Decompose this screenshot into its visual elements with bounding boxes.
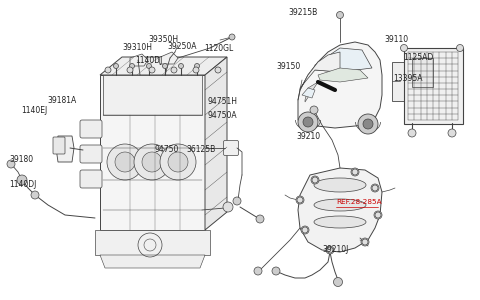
Circle shape [310, 106, 318, 114]
Circle shape [223, 202, 233, 212]
FancyBboxPatch shape [224, 140, 239, 155]
Circle shape [17, 175, 27, 185]
Text: 1125AD: 1125AD [403, 53, 433, 62]
Circle shape [7, 160, 15, 168]
Circle shape [303, 117, 313, 127]
FancyBboxPatch shape [411, 58, 432, 86]
FancyBboxPatch shape [80, 120, 102, 138]
Circle shape [456, 44, 464, 52]
Polygon shape [103, 75, 202, 115]
Circle shape [233, 197, 241, 205]
Circle shape [272, 267, 280, 275]
Circle shape [107, 144, 143, 180]
Circle shape [371, 184, 379, 192]
Polygon shape [56, 136, 74, 162]
Circle shape [142, 152, 162, 172]
Circle shape [298, 112, 318, 132]
Text: 94751H: 94751H [207, 98, 237, 106]
FancyBboxPatch shape [80, 145, 102, 163]
FancyBboxPatch shape [53, 137, 65, 154]
Circle shape [105, 67, 111, 73]
Polygon shape [100, 57, 227, 75]
Circle shape [374, 211, 382, 219]
Polygon shape [298, 42, 382, 128]
Text: 1140DJ: 1140DJ [135, 56, 163, 65]
Circle shape [408, 129, 416, 137]
Circle shape [130, 64, 134, 68]
Polygon shape [100, 255, 205, 268]
Polygon shape [300, 52, 340, 90]
Text: 39215B: 39215B [288, 8, 317, 17]
Polygon shape [95, 230, 210, 255]
Polygon shape [298, 168, 382, 252]
Circle shape [171, 67, 177, 73]
Text: 39180: 39180 [10, 154, 34, 164]
Circle shape [146, 64, 152, 68]
Circle shape [113, 64, 119, 68]
Circle shape [296, 196, 304, 204]
Polygon shape [302, 88, 315, 98]
Text: 39210J: 39210J [323, 245, 349, 254]
Circle shape [193, 67, 199, 73]
FancyBboxPatch shape [80, 170, 102, 188]
Text: 94750: 94750 [155, 146, 179, 154]
Circle shape [326, 246, 334, 254]
Ellipse shape [314, 216, 366, 228]
Text: 94750A: 94750A [207, 111, 237, 120]
Circle shape [179, 64, 183, 68]
Text: 39181A: 39181A [47, 96, 76, 105]
Text: 1140DJ: 1140DJ [10, 180, 37, 189]
Polygon shape [305, 82, 318, 102]
FancyBboxPatch shape [404, 47, 463, 124]
Text: 39210: 39210 [297, 132, 321, 141]
Circle shape [311, 176, 319, 184]
Circle shape [363, 119, 373, 129]
Polygon shape [318, 68, 368, 82]
Ellipse shape [314, 199, 366, 211]
Circle shape [351, 168, 359, 176]
Circle shape [31, 191, 39, 199]
Circle shape [127, 67, 133, 73]
Circle shape [115, 152, 135, 172]
Polygon shape [100, 75, 205, 230]
Text: 1140EJ: 1140EJ [22, 106, 48, 115]
Text: 39310H: 39310H [122, 44, 153, 52]
Circle shape [215, 67, 221, 73]
Polygon shape [205, 57, 227, 230]
Circle shape [194, 64, 200, 68]
Circle shape [400, 44, 408, 52]
Text: 39250A: 39250A [167, 42, 196, 51]
Circle shape [358, 114, 378, 134]
Polygon shape [130, 54, 148, 66]
Circle shape [229, 34, 235, 40]
Text: 13395A: 13395A [394, 74, 423, 83]
Circle shape [168, 152, 188, 172]
Text: 1120GL: 1120GL [204, 44, 233, 53]
Text: 39150: 39150 [276, 62, 300, 71]
Text: 39110: 39110 [384, 35, 408, 44]
Circle shape [361, 238, 369, 246]
Circle shape [334, 278, 343, 286]
Text: REF.28-285A: REF.28-285A [336, 200, 382, 206]
Circle shape [301, 226, 309, 234]
Circle shape [149, 67, 155, 73]
Circle shape [254, 267, 262, 275]
FancyBboxPatch shape [392, 61, 405, 100]
Circle shape [256, 215, 264, 223]
Circle shape [163, 64, 168, 68]
Circle shape [336, 11, 344, 19]
Polygon shape [158, 52, 178, 64]
Circle shape [160, 144, 196, 180]
Text: 39350H: 39350H [149, 34, 179, 43]
Text: 36125B: 36125B [186, 146, 216, 154]
Polygon shape [315, 48, 372, 72]
Circle shape [448, 129, 456, 137]
Circle shape [134, 144, 170, 180]
Ellipse shape [314, 178, 366, 192]
